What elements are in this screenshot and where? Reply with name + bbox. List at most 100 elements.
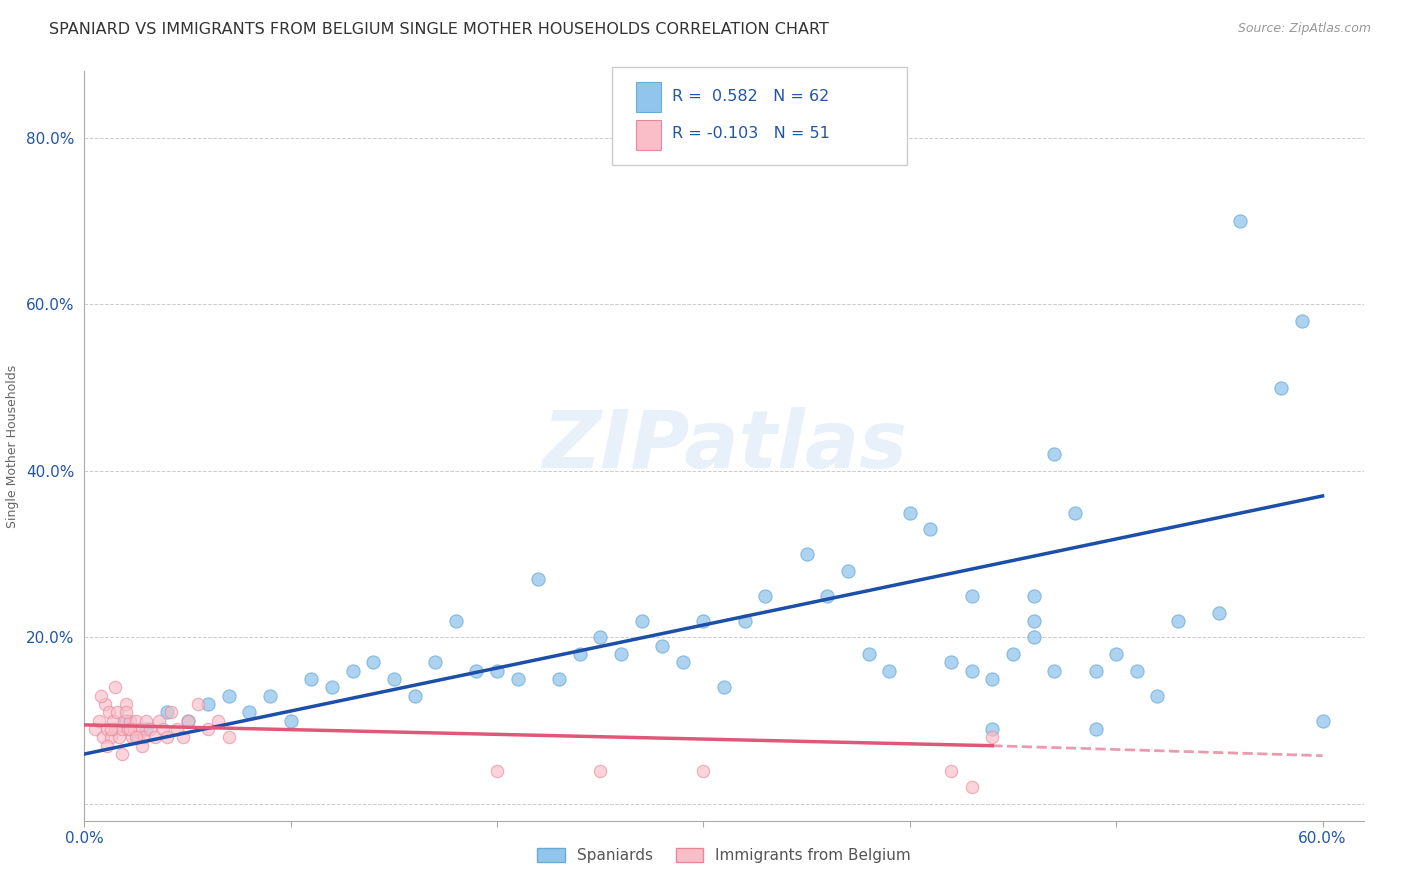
Point (734, 614, 756, 628)
Point (361, 656, 384, 670)
Point (1312, 714, 1334, 728)
Point (114, 714, 136, 728)
Point (83, 722, 105, 736)
Point (117, 722, 139, 736)
Point (187, 697, 209, 711)
Point (1291, 314, 1313, 328)
Point (610, 647, 633, 661)
Point (156, 731, 179, 745)
Point (589, 764, 612, 778)
Point (465, 664, 488, 678)
Point (207, 714, 229, 728)
Point (692, 764, 714, 778)
Point (218, 689, 240, 703)
Point (112, 714, 135, 728)
Point (1001, 647, 1024, 661)
Point (160, 706, 183, 720)
Point (129, 722, 152, 736)
Point (98, 706, 121, 720)
Point (87, 714, 110, 728)
Point (114, 697, 136, 711)
Point (280, 714, 302, 728)
Point (100, 722, 122, 736)
Point (898, 506, 921, 520)
Point (96, 739, 118, 753)
Point (176, 714, 198, 728)
Point (1208, 606, 1230, 620)
Point (527, 572, 550, 586)
Point (425, 656, 447, 670)
Point (238, 706, 260, 720)
Point (122, 722, 145, 736)
Point (382, 672, 405, 686)
Point (321, 681, 343, 695)
Point (1084, 722, 1107, 736)
Point (1043, 664, 1066, 678)
Point (135, 714, 157, 728)
Point (1022, 631, 1045, 645)
Point (754, 589, 776, 603)
Point (108, 731, 131, 745)
Text: Source: ZipAtlas.com: Source: ZipAtlas.com (1237, 22, 1371, 36)
Point (981, 722, 1004, 736)
Point (94, 697, 117, 711)
Point (118, 714, 141, 728)
Point (837, 564, 859, 578)
Point (877, 664, 900, 678)
Point (444, 614, 467, 628)
Point (104, 681, 127, 695)
Text: SPANIARD VS IMMIGRANTS FROM BELGIUM SINGLE MOTHER HOUSEHOLDS CORRELATION CHART: SPANIARD VS IMMIGRANTS FROM BELGIUM SING… (49, 22, 830, 37)
Point (125, 714, 148, 728)
Point (692, 614, 714, 628)
Point (1167, 614, 1189, 628)
Point (1146, 689, 1168, 703)
Point (156, 706, 179, 720)
Point (404, 689, 426, 703)
Point (981, 731, 1004, 745)
Point (960, 664, 983, 678)
Point (259, 689, 281, 703)
Point (486, 664, 509, 678)
Point (1043, 447, 1066, 461)
Point (920, 522, 942, 536)
Point (1064, 506, 1087, 520)
Point (114, 706, 136, 720)
Point (1126, 664, 1149, 678)
Point (143, 731, 166, 745)
Point (118, 722, 141, 736)
Point (110, 747, 132, 761)
Point (981, 672, 1004, 686)
Point (127, 731, 149, 745)
Point (197, 722, 219, 736)
Point (172, 731, 194, 745)
Point (630, 614, 652, 628)
Point (166, 722, 188, 736)
Point (134, 731, 156, 745)
Point (960, 589, 983, 603)
Point (135, 722, 157, 736)
Point (1270, 381, 1292, 395)
Point (568, 647, 591, 661)
Point (105, 706, 128, 720)
Point (651, 639, 673, 653)
Point (121, 731, 143, 745)
Point (176, 714, 198, 728)
Point (672, 656, 695, 670)
Point (218, 731, 240, 745)
Point (486, 764, 509, 778)
Point (548, 672, 571, 686)
Point (815, 589, 838, 603)
Point (1105, 647, 1128, 661)
Point (110, 722, 132, 736)
Point (100, 731, 122, 745)
Point (713, 681, 735, 695)
Point (91, 731, 114, 745)
Point (96, 722, 118, 736)
Point (125, 731, 148, 745)
Point (1022, 614, 1045, 628)
Point (148, 714, 170, 728)
Point (139, 722, 162, 736)
Text: ZIPatlas: ZIPatlas (541, 407, 907, 485)
Point (589, 631, 612, 645)
Point (1229, 214, 1251, 228)
